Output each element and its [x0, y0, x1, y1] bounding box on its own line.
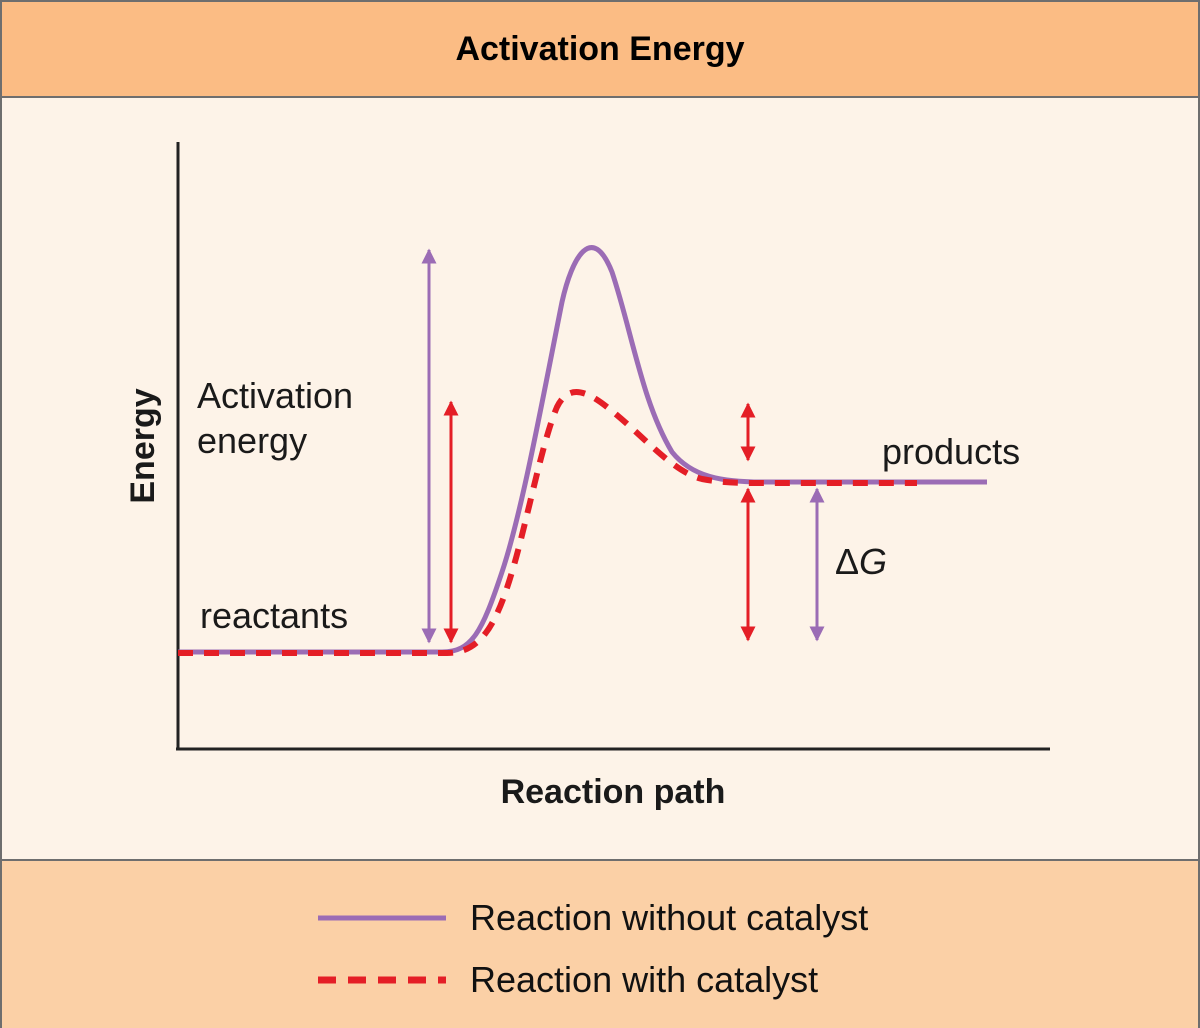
curve-with-catalyst: [178, 389, 917, 656]
delta-g-symbol: Δ: [835, 541, 859, 582]
curve-without-catalyst: [178, 245, 987, 655]
header-bar: Activation Energy: [2, 2, 1198, 98]
x-axis-label: Reaction path: [501, 773, 726, 811]
legend-label-with-catalyst: Reaction with catalyst: [470, 959, 819, 1000]
reactants-label: reactants: [200, 595, 348, 636]
energy-diagram: Energy Reaction path Activation energy r…: [124, 142, 1050, 811]
page-title: Activation Energy: [455, 29, 745, 68]
activation-energy-label-line1: Activation: [197, 375, 353, 416]
products-label: products: [882, 431, 1020, 472]
legend-swatches: [318, 915, 446, 984]
delta-g-label: ΔG: [835, 541, 887, 582]
activation-energy-label-line2: energy: [197, 420, 307, 461]
legend-panel: Reaction without catalyst Reaction with …: [2, 859, 1198, 1028]
legend-label-without-catalyst: Reaction without catalyst: [470, 897, 869, 938]
delta-g-variable: G: [859, 541, 887, 582]
y-axis-label: Energy: [124, 388, 162, 503]
